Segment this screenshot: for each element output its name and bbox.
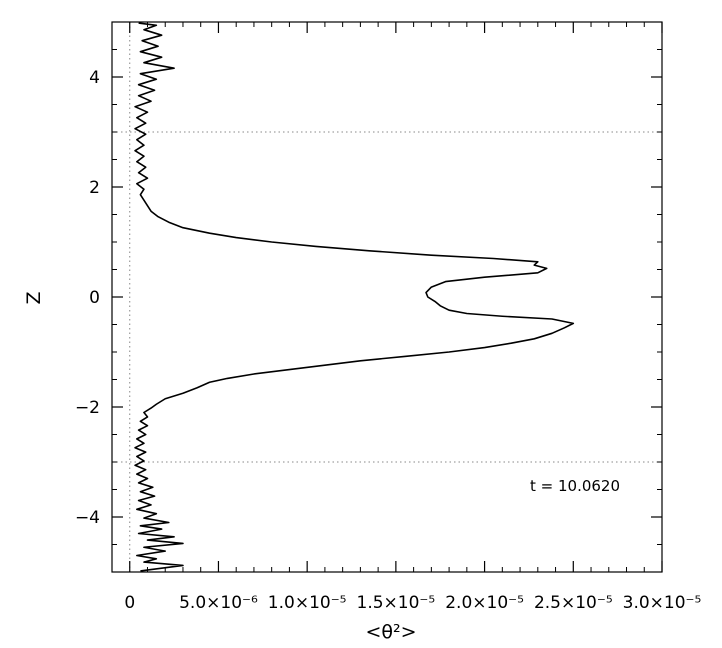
reference-lines — [112, 22, 662, 572]
series-layer — [134, 22, 575, 572]
x-tick-label: 3.0×10⁻⁵ — [623, 593, 702, 613]
x-tick-label: 5.0×10⁻⁶ — [179, 593, 258, 613]
x-tick-label: 2.5×10⁻⁵ — [534, 593, 613, 613]
y-tick-label: −4 — [75, 508, 100, 528]
y-tick-label: −2 — [75, 398, 100, 418]
x-tick-label: 1.5×10⁻⁵ — [357, 593, 436, 613]
series-line-0 — [134, 22, 575, 572]
y-axis-label: Z — [23, 291, 45, 304]
y-tick-label: 0 — [89, 288, 100, 308]
y-tick-label: 2 — [89, 178, 100, 198]
y-tick-labels: −4 −2 0 2 4 — [75, 68, 100, 528]
time-annotation: t = 10.0620 — [530, 477, 620, 495]
x-tick-labels: 0 5.0×10⁻⁶ 1.0×10⁻⁵ 1.5×10⁻⁵ 2.0×10⁻⁵ 2.5×10⁻… — [124, 593, 701, 613]
x-tick-label: 1.0×10⁻⁵ — [268, 593, 347, 613]
x-tick-label: 2.0×10⁻⁵ — [445, 593, 524, 613]
y-tick-label: 4 — [89, 68, 100, 88]
x-axis-label: <θ²> — [365, 621, 416, 643]
x-tick-label: 0 — [124, 593, 135, 613]
plot-frame — [111, 21, 663, 573]
